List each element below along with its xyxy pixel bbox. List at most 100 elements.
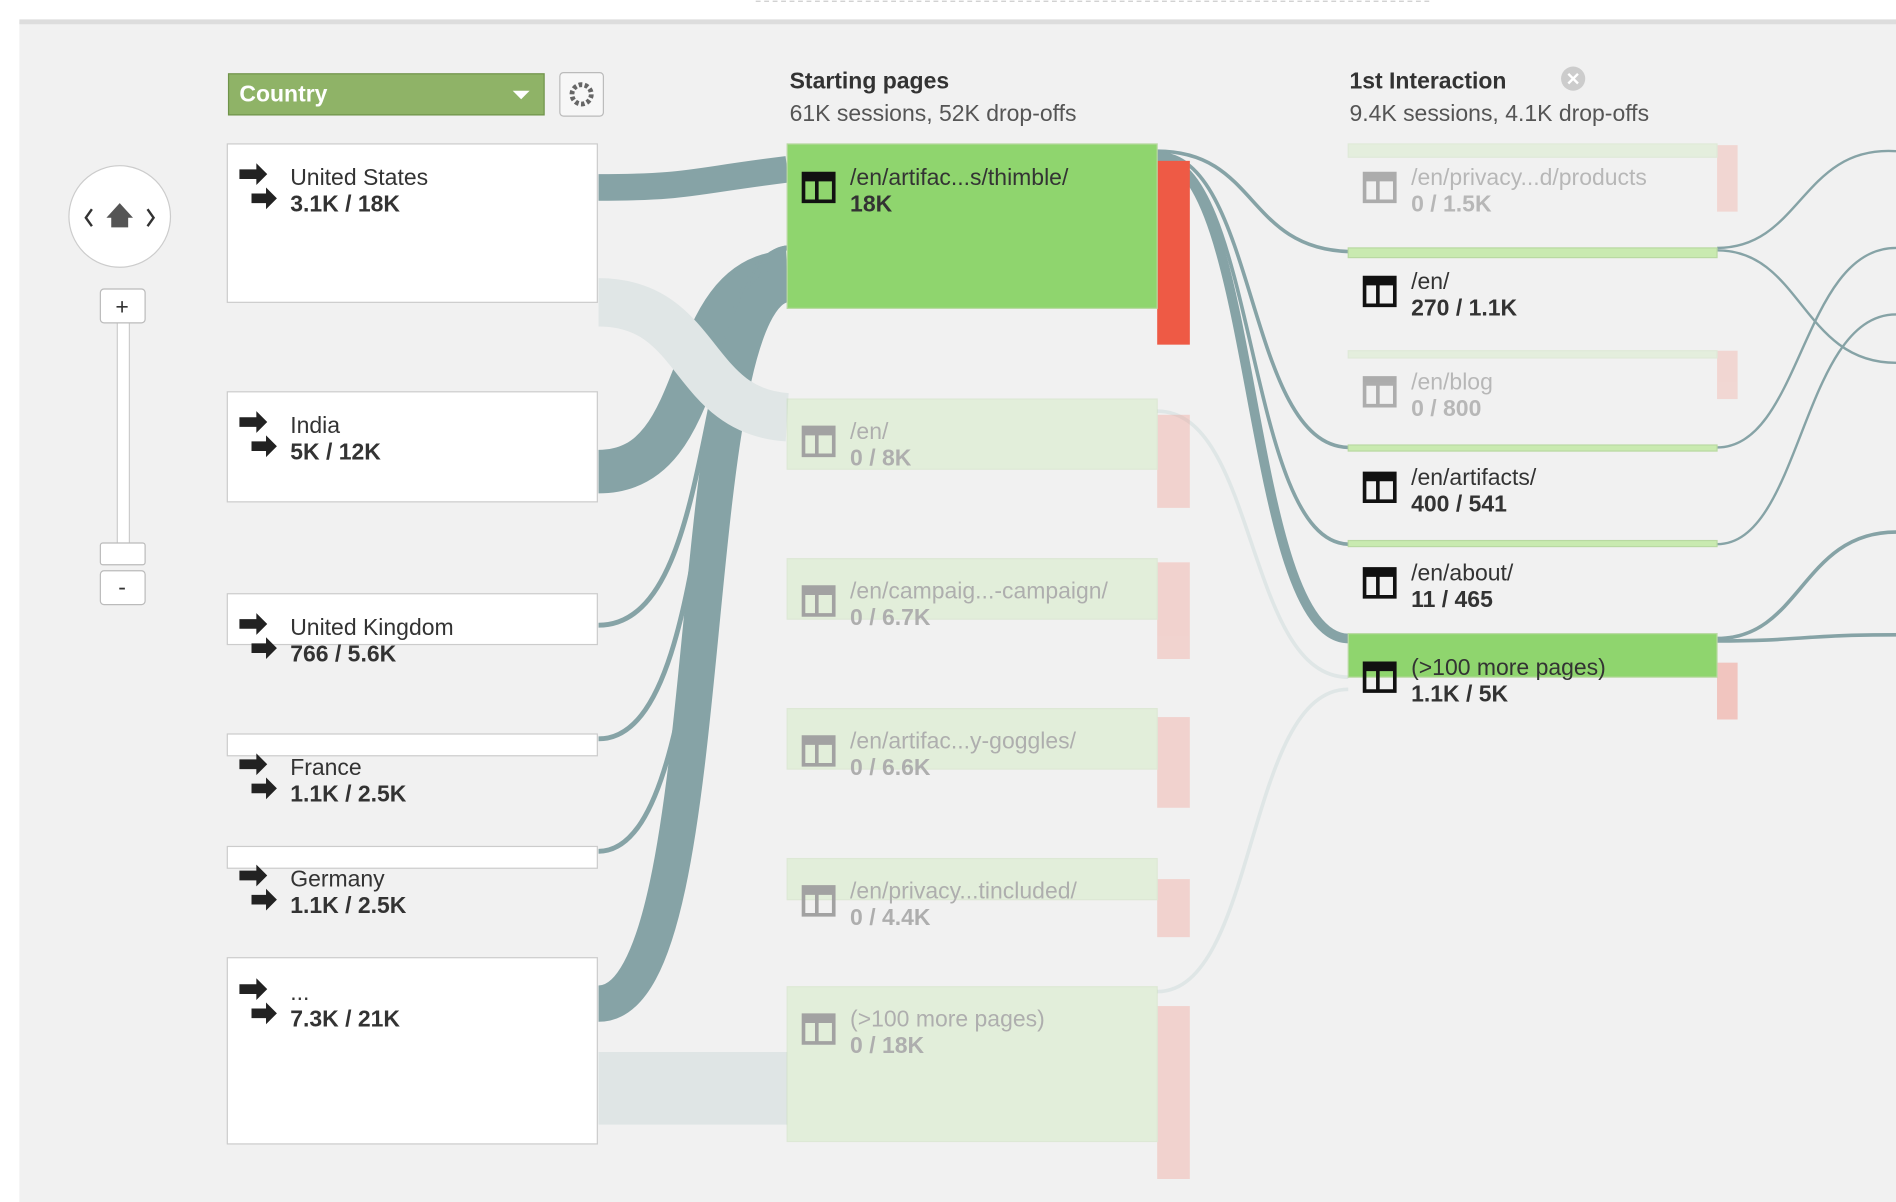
drop-off-bar bbox=[1157, 562, 1190, 660]
link bbox=[598, 156, 789, 201]
links bbox=[595, 149, 1896, 1125]
page-node[interactable]: /en/campaig...-campaign/0 / 6.7K bbox=[786, 558, 1190, 660]
link bbox=[1157, 151, 1349, 450]
page-icon bbox=[1362, 471, 1397, 504]
page-label: /en/ bbox=[850, 418, 889, 444]
arrow-icon bbox=[239, 864, 277, 911]
page-stats: 270 / 1.1K bbox=[1411, 295, 1517, 321]
top-border bbox=[19, 19, 1896, 25]
drop-off-bar bbox=[1157, 414, 1190, 508]
column-subtitle: 9.4K sessions, 4.1K drop-offs bbox=[1349, 100, 1649, 126]
arrow-icon bbox=[239, 613, 277, 660]
pan-arrows[interactable] bbox=[84, 208, 156, 227]
country-node[interactable]: ...7.3K / 21K bbox=[226, 957, 598, 1145]
page-label: /en/privacy...d/products bbox=[1411, 164, 1647, 190]
node-box bbox=[786, 708, 1158, 770]
node-box bbox=[786, 986, 1158, 1143]
column-subtitle: 61K sessions, 52K drop-offs bbox=[790, 100, 1077, 126]
link bbox=[1157, 409, 1349, 679]
page-icon bbox=[1362, 567, 1397, 599]
page-stats: 0 / 8K bbox=[850, 445, 912, 471]
node-box bbox=[786, 857, 1158, 901]
zoom-in-button[interactable] bbox=[99, 288, 146, 324]
page-node[interactable]: /en/privacy...tincluded/0 / 4.4K bbox=[786, 857, 1190, 938]
drop-off-bar bbox=[1717, 662, 1738, 720]
page-label: /en/campaig...-campaign/ bbox=[850, 578, 1109, 604]
country-name: United Kingdom bbox=[290, 614, 453, 640]
drop-off-bar bbox=[1157, 717, 1190, 808]
link bbox=[1717, 530, 1896, 641]
dropdown-caret bbox=[512, 90, 530, 100]
page-icon bbox=[801, 425, 836, 458]
country-box bbox=[226, 957, 598, 1145]
zoom-track bbox=[116, 319, 130, 551]
country-stats: 7.3K / 21K bbox=[290, 1006, 400, 1032]
link bbox=[1156, 153, 1349, 644]
dimension-dropdown[interactable] bbox=[227, 73, 545, 116]
arrow-icon bbox=[239, 411, 277, 458]
node-box bbox=[786, 143, 1158, 309]
zoom-in-label: + bbox=[115, 293, 128, 319]
zoom-out-label: - bbox=[118, 574, 126, 600]
page-stats: 0 / 800 bbox=[1411, 395, 1481, 421]
link bbox=[597, 278, 790, 442]
page-node[interactable]: /en/artifac...y-goggles/0 / 6.6K bbox=[786, 708, 1190, 808]
settings-button[interactable] bbox=[559, 71, 604, 117]
page-node[interactable]: /en/about/11 / 465 bbox=[1347, 539, 1718, 613]
country-stats: 1.1K / 2.5K bbox=[290, 781, 407, 807]
page-node[interactable]: (>100 more pages)0 / 18K bbox=[786, 986, 1190, 1179]
node-box bbox=[1347, 350, 1718, 359]
country-box bbox=[226, 143, 598, 303]
page-node[interactable]: /en/0 / 8K bbox=[786, 398, 1190, 508]
page-stats: 18K bbox=[850, 191, 893, 217]
drop-off-bar bbox=[1157, 879, 1190, 938]
page-stats: 0 / 18K bbox=[850, 1032, 924, 1058]
link bbox=[1157, 687, 1349, 994]
page-stats: 0 / 6.6K bbox=[850, 754, 931, 780]
country-stats: 3.1K / 18K bbox=[290, 191, 400, 217]
page-stats: 11 / 465 bbox=[1411, 586, 1493, 612]
remove-x bbox=[1567, 72, 1579, 85]
link bbox=[1717, 633, 1896, 643]
country-box bbox=[226, 593, 598, 646]
node-box bbox=[786, 398, 1158, 470]
zoom-out-button[interactable] bbox=[99, 570, 146, 606]
page-label: (>100 more pages) bbox=[850, 1006, 1045, 1032]
page-icon bbox=[1362, 376, 1397, 408]
page-label: (>100 more pages) bbox=[1411, 654, 1606, 680]
country-name: ... bbox=[290, 979, 309, 1005]
page-node[interactable]: /en/270 / 1.1K bbox=[1347, 247, 1718, 321]
drop-off-bar bbox=[1717, 145, 1738, 212]
page-label: /en/blog bbox=[1411, 368, 1493, 394]
dimension-label: Country bbox=[239, 81, 327, 107]
arrow-icon bbox=[239, 753, 277, 800]
page-label: /en/about/ bbox=[1411, 559, 1514, 585]
node-box bbox=[1347, 633, 1718, 678]
page-node[interactable]: /en/artifacts/400 / 541 bbox=[1347, 444, 1718, 517]
node-box bbox=[1347, 444, 1718, 452]
home-icon[interactable] bbox=[106, 203, 134, 228]
country-box bbox=[226, 391, 598, 503]
page-stats: 1.1K / 5K bbox=[1411, 680, 1508, 706]
zoom-handle[interactable] bbox=[99, 542, 146, 566]
page-label: /en/artifac...s/thimble/ bbox=[850, 164, 1069, 190]
page-icon bbox=[1362, 171, 1397, 204]
arrow-icon bbox=[239, 163, 277, 210]
page-node[interactable]: /en/artifac...s/thimble/18K bbox=[786, 143, 1190, 345]
page-node[interactable]: (>100 more pages)1.1K / 5K bbox=[1347, 633, 1738, 720]
country-box bbox=[226, 845, 598, 869]
column-title: 1st Interaction bbox=[1349, 67, 1506, 93]
page-icon bbox=[1362, 661, 1397, 693]
page-label: /en/privacy...tincluded/ bbox=[850, 877, 1077, 903]
drop-off-bar bbox=[1157, 160, 1190, 345]
page-label: /en/ bbox=[1411, 268, 1450, 294]
page-label: /en/artifacts/ bbox=[1411, 464, 1537, 490]
